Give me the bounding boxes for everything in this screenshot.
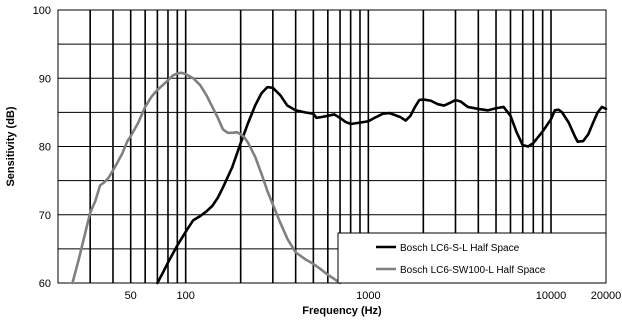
x-axis-title: Frequency (Hz): [302, 305, 382, 317]
y-tick-label: 60: [39, 278, 51, 290]
plot-area-frame: [57, 9, 607, 284]
y-axis-title: Sensitivity (dB): [5, 106, 17, 186]
x-tick-label: 50: [125, 290, 137, 302]
horizontal-gridlines: [58, 43, 606, 250]
y-tick-label: 90: [39, 73, 51, 85]
y-tick-label: 100: [33, 5, 51, 17]
series-line-2: [71, 71, 342, 285]
y-tick-label: 80: [39, 142, 51, 154]
legend-label-series-2: Bosch LC6-SW100-L Half Space: [400, 265, 546, 276]
x-tick-label: 20000: [591, 290, 622, 302]
x-axis-tick-labels: 50 100 1000 10000 20000: [125, 290, 622, 302]
x-tick-label: 1000: [356, 290, 380, 302]
y-axis-tick-labels: 60 70 80 90 100: [33, 5, 51, 290]
x-tick-label: 10000: [536, 290, 567, 302]
series-layer: [71, 71, 608, 285]
series-line-1: [156, 85, 608, 285]
legend: Bosch LC6-S-L Half Space Bosch LC6-SW100…: [337, 232, 607, 284]
legend-label-series-1: Bosch LC6-S-L Half Space: [400, 243, 520, 254]
legend-box: [337, 232, 607, 284]
y-tick-label: 70: [39, 210, 51, 222]
x-tick-label: 100: [176, 290, 194, 302]
